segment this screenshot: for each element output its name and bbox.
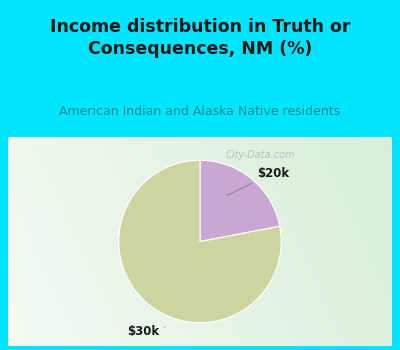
Text: Income distribution in Truth or
Consequences, NM (%): Income distribution in Truth or Conseque… [50,18,350,58]
Text: City-Data.com: City-Data.com [226,150,296,160]
Text: American Indian and Alaska Native residents: American Indian and Alaska Native reside… [60,105,340,118]
Text: $20k: $20k [227,167,289,196]
Wedge shape [200,160,280,242]
Wedge shape [119,160,281,323]
Text: $30k: $30k [127,325,165,338]
